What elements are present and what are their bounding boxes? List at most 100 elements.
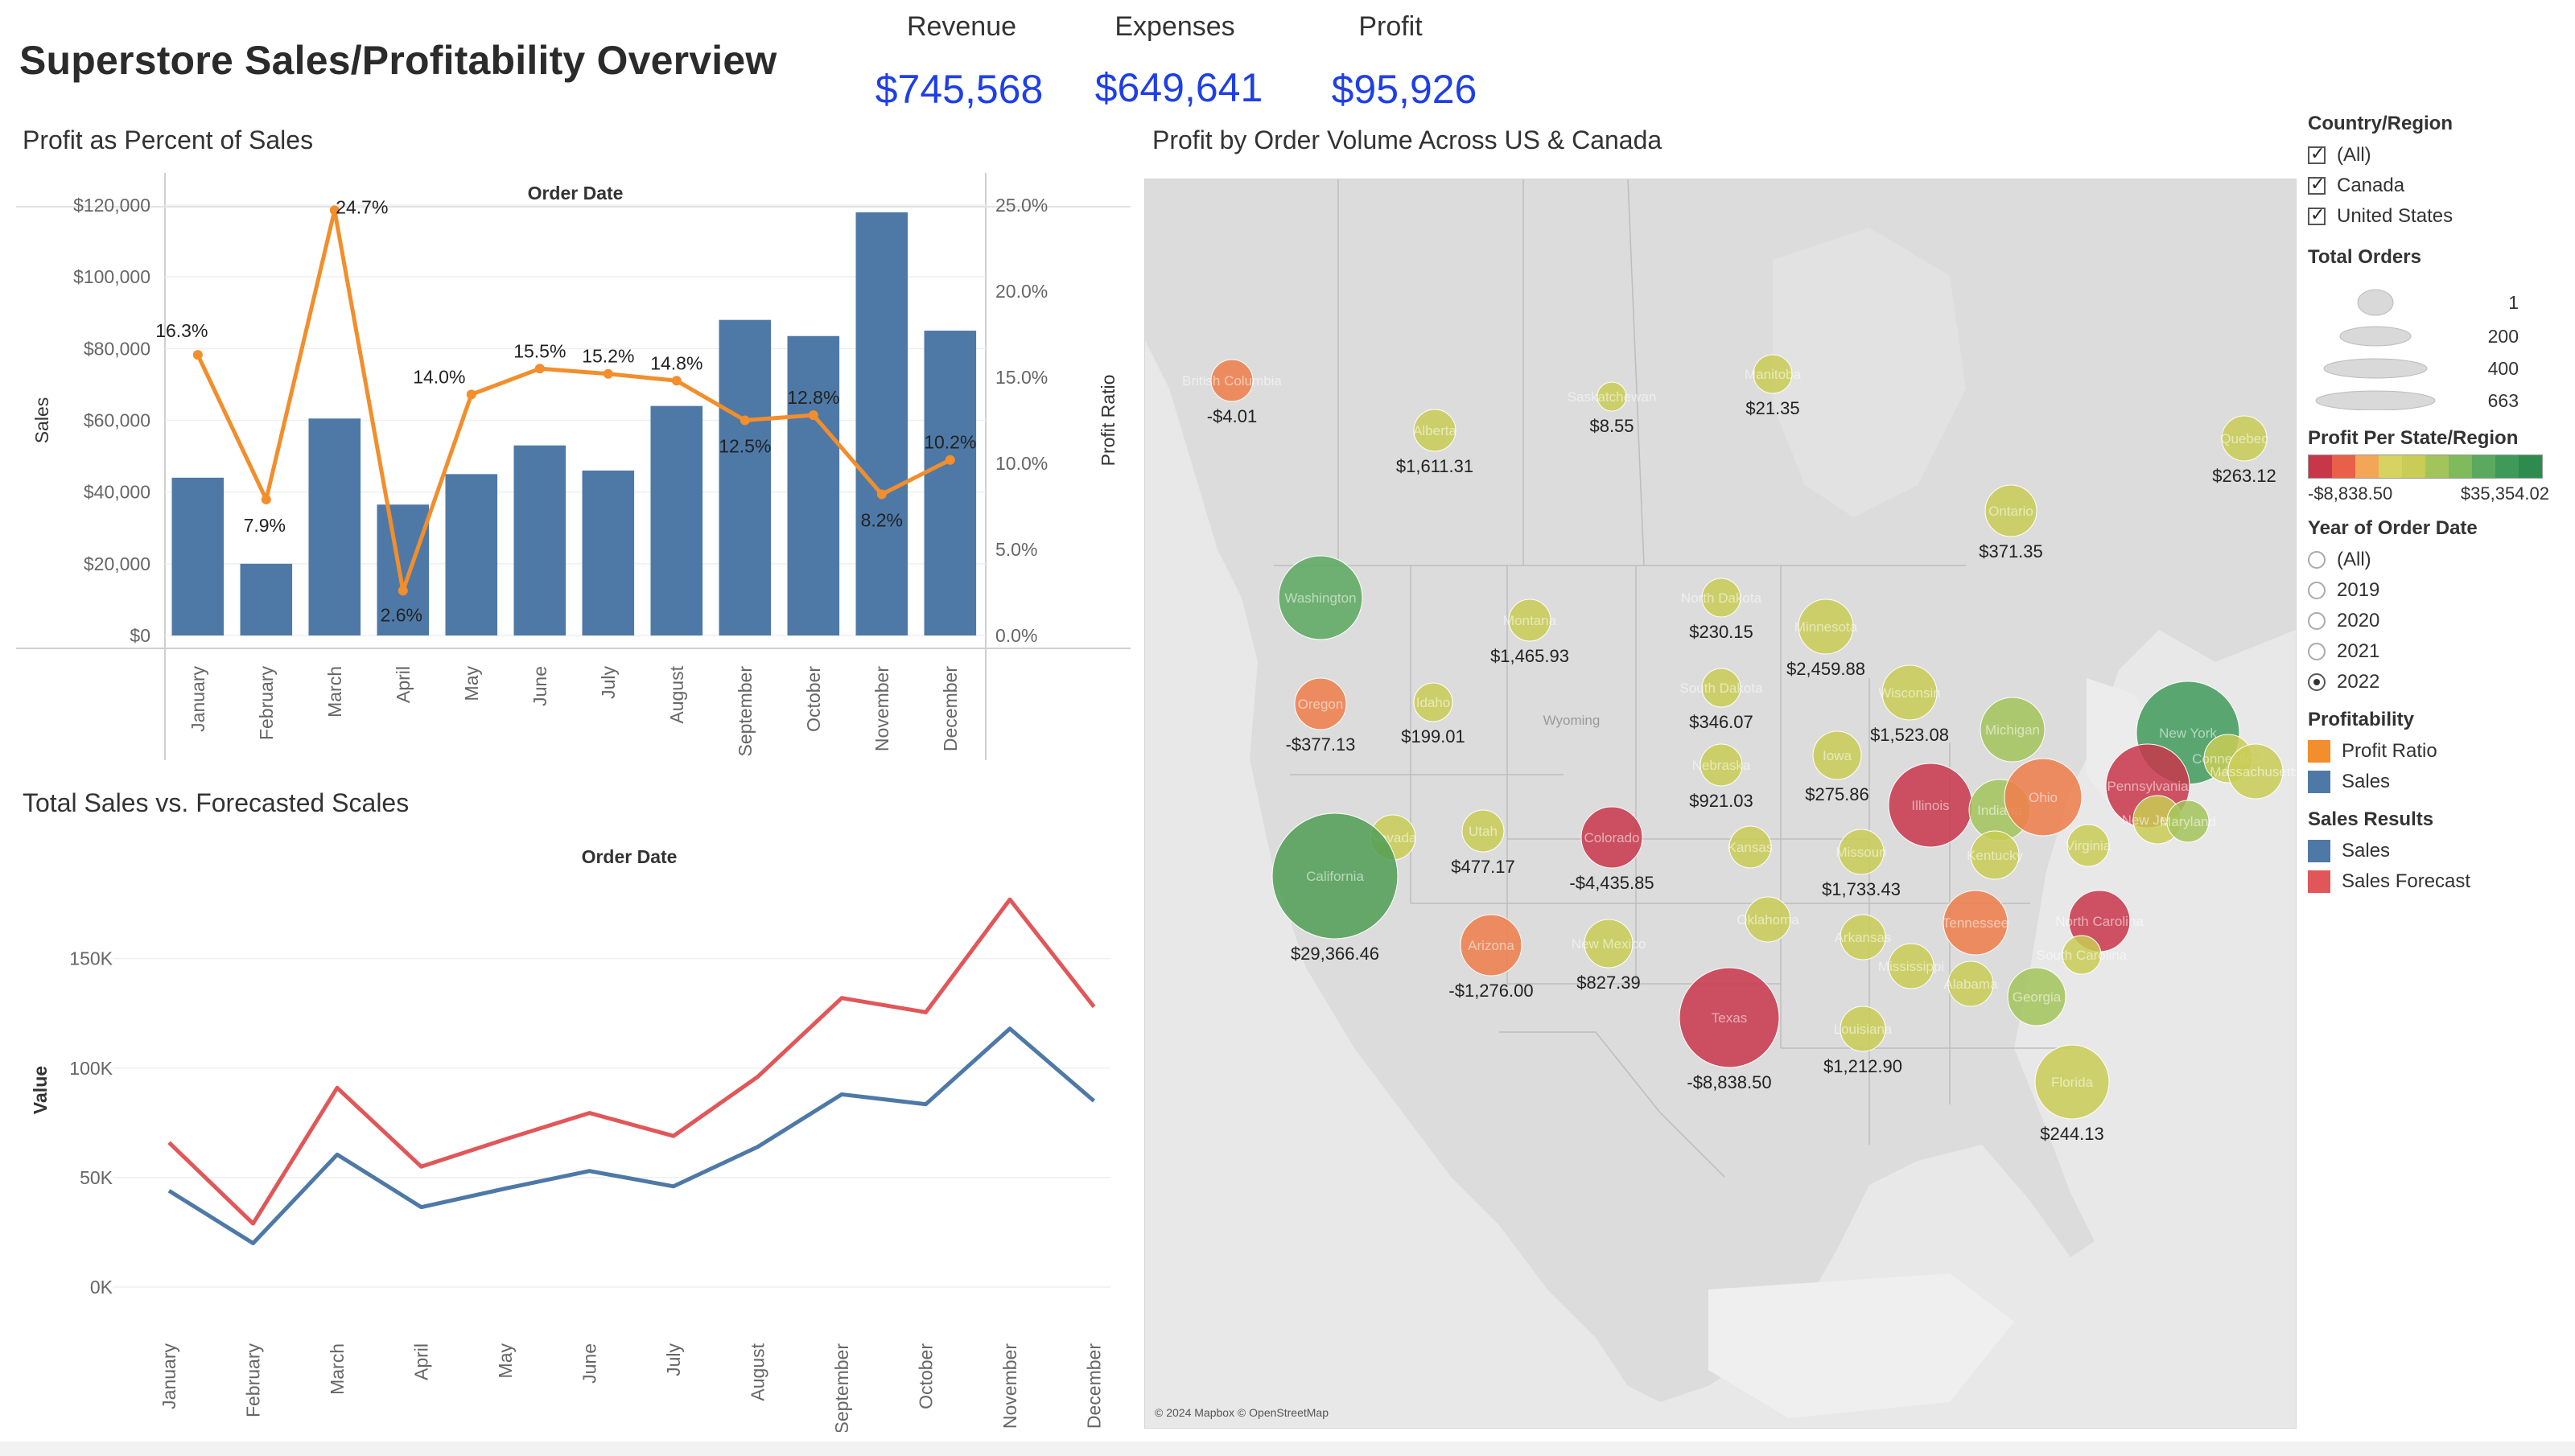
sales-bar[interactable] xyxy=(924,331,977,635)
radio-icon[interactable] xyxy=(2308,582,2326,599)
profit-ratio-point[interactable] xyxy=(534,364,545,374)
y-tick-label: $20,000 xyxy=(84,553,150,574)
country-option-canada[interactable]: Canada xyxy=(2308,171,2573,201)
sales-bar[interactable] xyxy=(308,418,361,635)
bubble-alabama[interactable] xyxy=(1947,960,1994,1007)
kpi-expenses-value: $649,641 xyxy=(1094,65,1263,110)
profit-ratio-point[interactable] xyxy=(466,389,476,400)
bubble-name-utah: Utah xyxy=(1469,824,1498,839)
radio-icon[interactable] xyxy=(2308,643,2326,660)
year-option-2021[interactable]: 2021 xyxy=(2308,636,2573,667)
profit-ratio-point[interactable] xyxy=(945,454,955,465)
radio-selected-icon[interactable] xyxy=(2308,673,2326,691)
checkbox-icon[interactable] xyxy=(2308,174,2326,195)
sales-bar[interactable] xyxy=(650,405,703,635)
bubble-south-carolina[interactable] xyxy=(2062,935,2102,975)
bubble-georgia[interactable] xyxy=(2007,967,2066,1026)
bubble-kansas[interactable] xyxy=(1728,825,1772,869)
sales-bar[interactable] xyxy=(171,477,225,635)
size-label-663: 663 xyxy=(2488,390,2519,410)
profit-ratio-point[interactable] xyxy=(671,376,682,386)
legend-item-sales[interactable]: Sales xyxy=(2308,767,2573,797)
country-option-us[interactable]: United States xyxy=(2308,201,2573,232)
profit-ratio-point[interactable] xyxy=(808,410,818,421)
profit-map[interactable]: Wyoming British Columbia -$4.01 Alberta $1,… xyxy=(1144,179,2297,1429)
year-option-2019[interactable]: 2019 xyxy=(2308,575,2573,606)
bubble-utah[interactable] xyxy=(1461,809,1505,853)
bubble-name-mississippi: Mississippi xyxy=(1878,959,1944,974)
bubble-missouri[interactable] xyxy=(1838,829,1885,875)
sales-line[interactable] xyxy=(167,1026,1096,1246)
bubble-ohio[interactable] xyxy=(2004,758,2083,837)
bubble-minnesota[interactable] xyxy=(1798,598,1854,655)
year-option-label: 2020 xyxy=(2337,610,2380,631)
bubble-arizona[interactable] xyxy=(1460,914,1522,977)
radio-icon[interactable] xyxy=(2308,551,2326,569)
sales-bar[interactable] xyxy=(719,319,772,635)
year-option-2020[interactable]: 2020 xyxy=(2308,606,2573,636)
profit-ratio-point[interactable] xyxy=(261,494,271,504)
bubble-iowa[interactable] xyxy=(1812,730,1862,780)
bubble-virginia[interactable] xyxy=(2066,824,2110,867)
legend-item-sales-result[interactable]: Sales xyxy=(2308,836,2573,866)
sales-bar[interactable] xyxy=(240,563,293,635)
sales-forecast-line[interactable] xyxy=(167,897,1096,1226)
bubble-alberta[interactable] xyxy=(1413,409,1456,452)
bubble-idaho[interactable] xyxy=(1413,682,1453,722)
y-right-tick-label: 10.0% xyxy=(995,453,1048,474)
filters-panel: Country/Region (All) Canada United State… xyxy=(2308,113,2573,897)
bubble-mississippi[interactable] xyxy=(1888,943,1934,989)
year-option-all[interactable]: (All) xyxy=(2308,545,2573,575)
sales-bar[interactable] xyxy=(582,470,635,635)
checkbox-icon[interactable] xyxy=(2308,143,2326,164)
legend-item-profit-ratio[interactable]: Profit Ratio xyxy=(2308,736,2573,767)
bubble-quebec[interactable] xyxy=(2221,415,2268,462)
profit-ratio-point[interactable] xyxy=(740,415,750,426)
bubble-name-texas: Texas xyxy=(1712,1010,1747,1026)
profit-ratio-point[interactable] xyxy=(398,586,408,596)
profit-ratio-line[interactable] xyxy=(196,208,951,593)
profit-ratio-point[interactable] xyxy=(876,489,887,500)
bubble-manitoba[interactable] xyxy=(1753,354,1793,394)
sales-bar[interactable] xyxy=(513,445,566,635)
profit-ratio-point[interactable] xyxy=(603,368,613,379)
bubble-louisiana[interactable] xyxy=(1840,1006,1886,1052)
radio-icon[interactable] xyxy=(2308,612,2326,630)
bubble-north-dakota[interactable] xyxy=(1701,578,1741,618)
bubble-name-michigan: Michigan xyxy=(1985,722,2040,738)
bubble-arkansas[interactable] xyxy=(1840,914,1886,960)
legend-item-sales-forecast[interactable]: Sales Forecast xyxy=(2308,866,2573,897)
checkbox-icon[interactable] xyxy=(2308,204,2326,225)
bubble-british-columbia[interactable] xyxy=(1210,359,1254,402)
bubble-california[interactable] xyxy=(1271,812,1399,940)
bubble-south-dakota[interactable] xyxy=(1701,668,1741,708)
bubble-new-mexico[interactable] xyxy=(1584,919,1634,969)
profit-ratio-point[interactable] xyxy=(329,205,340,216)
bubble-massachusetts[interactable] xyxy=(2227,743,2284,800)
bubble-ontario[interactable] xyxy=(1984,484,2037,537)
bubble-tennessee[interactable] xyxy=(1943,890,2008,956)
bubble-michigan[interactable] xyxy=(1980,697,2046,763)
bubble-maryland[interactable] xyxy=(2166,800,2210,843)
legend-label: Profit Ratio xyxy=(2342,740,2437,762)
bubble-texas[interactable] xyxy=(1679,967,1780,1068)
bubble-oklahoma[interactable] xyxy=(1745,896,1791,943)
sales-bar[interactable] xyxy=(377,504,430,635)
country-option-label: (All) xyxy=(2337,144,2371,166)
bubble-saskatchewan[interactable] xyxy=(1596,381,1627,412)
x-tick-label: June xyxy=(579,1343,600,1384)
sales-bar[interactable] xyxy=(787,335,840,635)
bubble-nebraska[interactable] xyxy=(1700,743,1743,787)
profit-ratio-point[interactable] xyxy=(192,350,203,360)
sales-bar[interactable] xyxy=(855,212,908,636)
bubble-oregon[interactable] xyxy=(1294,677,1347,730)
country-option-all[interactable]: (All) xyxy=(2308,140,2573,171)
bubble-kentucky[interactable] xyxy=(1970,830,2020,880)
bubble-wisconsin[interactable] xyxy=(1881,664,1938,721)
bubble-montana[interactable] xyxy=(1508,598,1551,642)
bubble-colorado[interactable] xyxy=(1580,806,1643,869)
year-option-2022[interactable]: 2022 xyxy=(2308,667,2573,697)
sales-bar[interactable] xyxy=(445,474,498,635)
bubble-florida[interactable] xyxy=(2034,1044,2110,1120)
bubble-washington[interactable] xyxy=(1278,555,1363,640)
